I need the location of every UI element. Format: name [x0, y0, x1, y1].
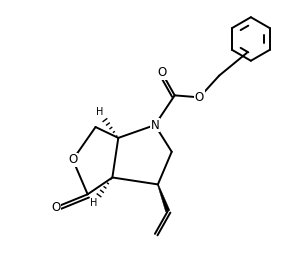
Text: O: O	[51, 201, 61, 214]
Text: H: H	[90, 198, 97, 208]
Text: N: N	[151, 119, 159, 132]
Text: O: O	[157, 66, 166, 79]
Text: H: H	[96, 107, 103, 117]
Text: O: O	[195, 91, 204, 104]
Polygon shape	[157, 184, 170, 212]
Text: O: O	[68, 153, 77, 166]
